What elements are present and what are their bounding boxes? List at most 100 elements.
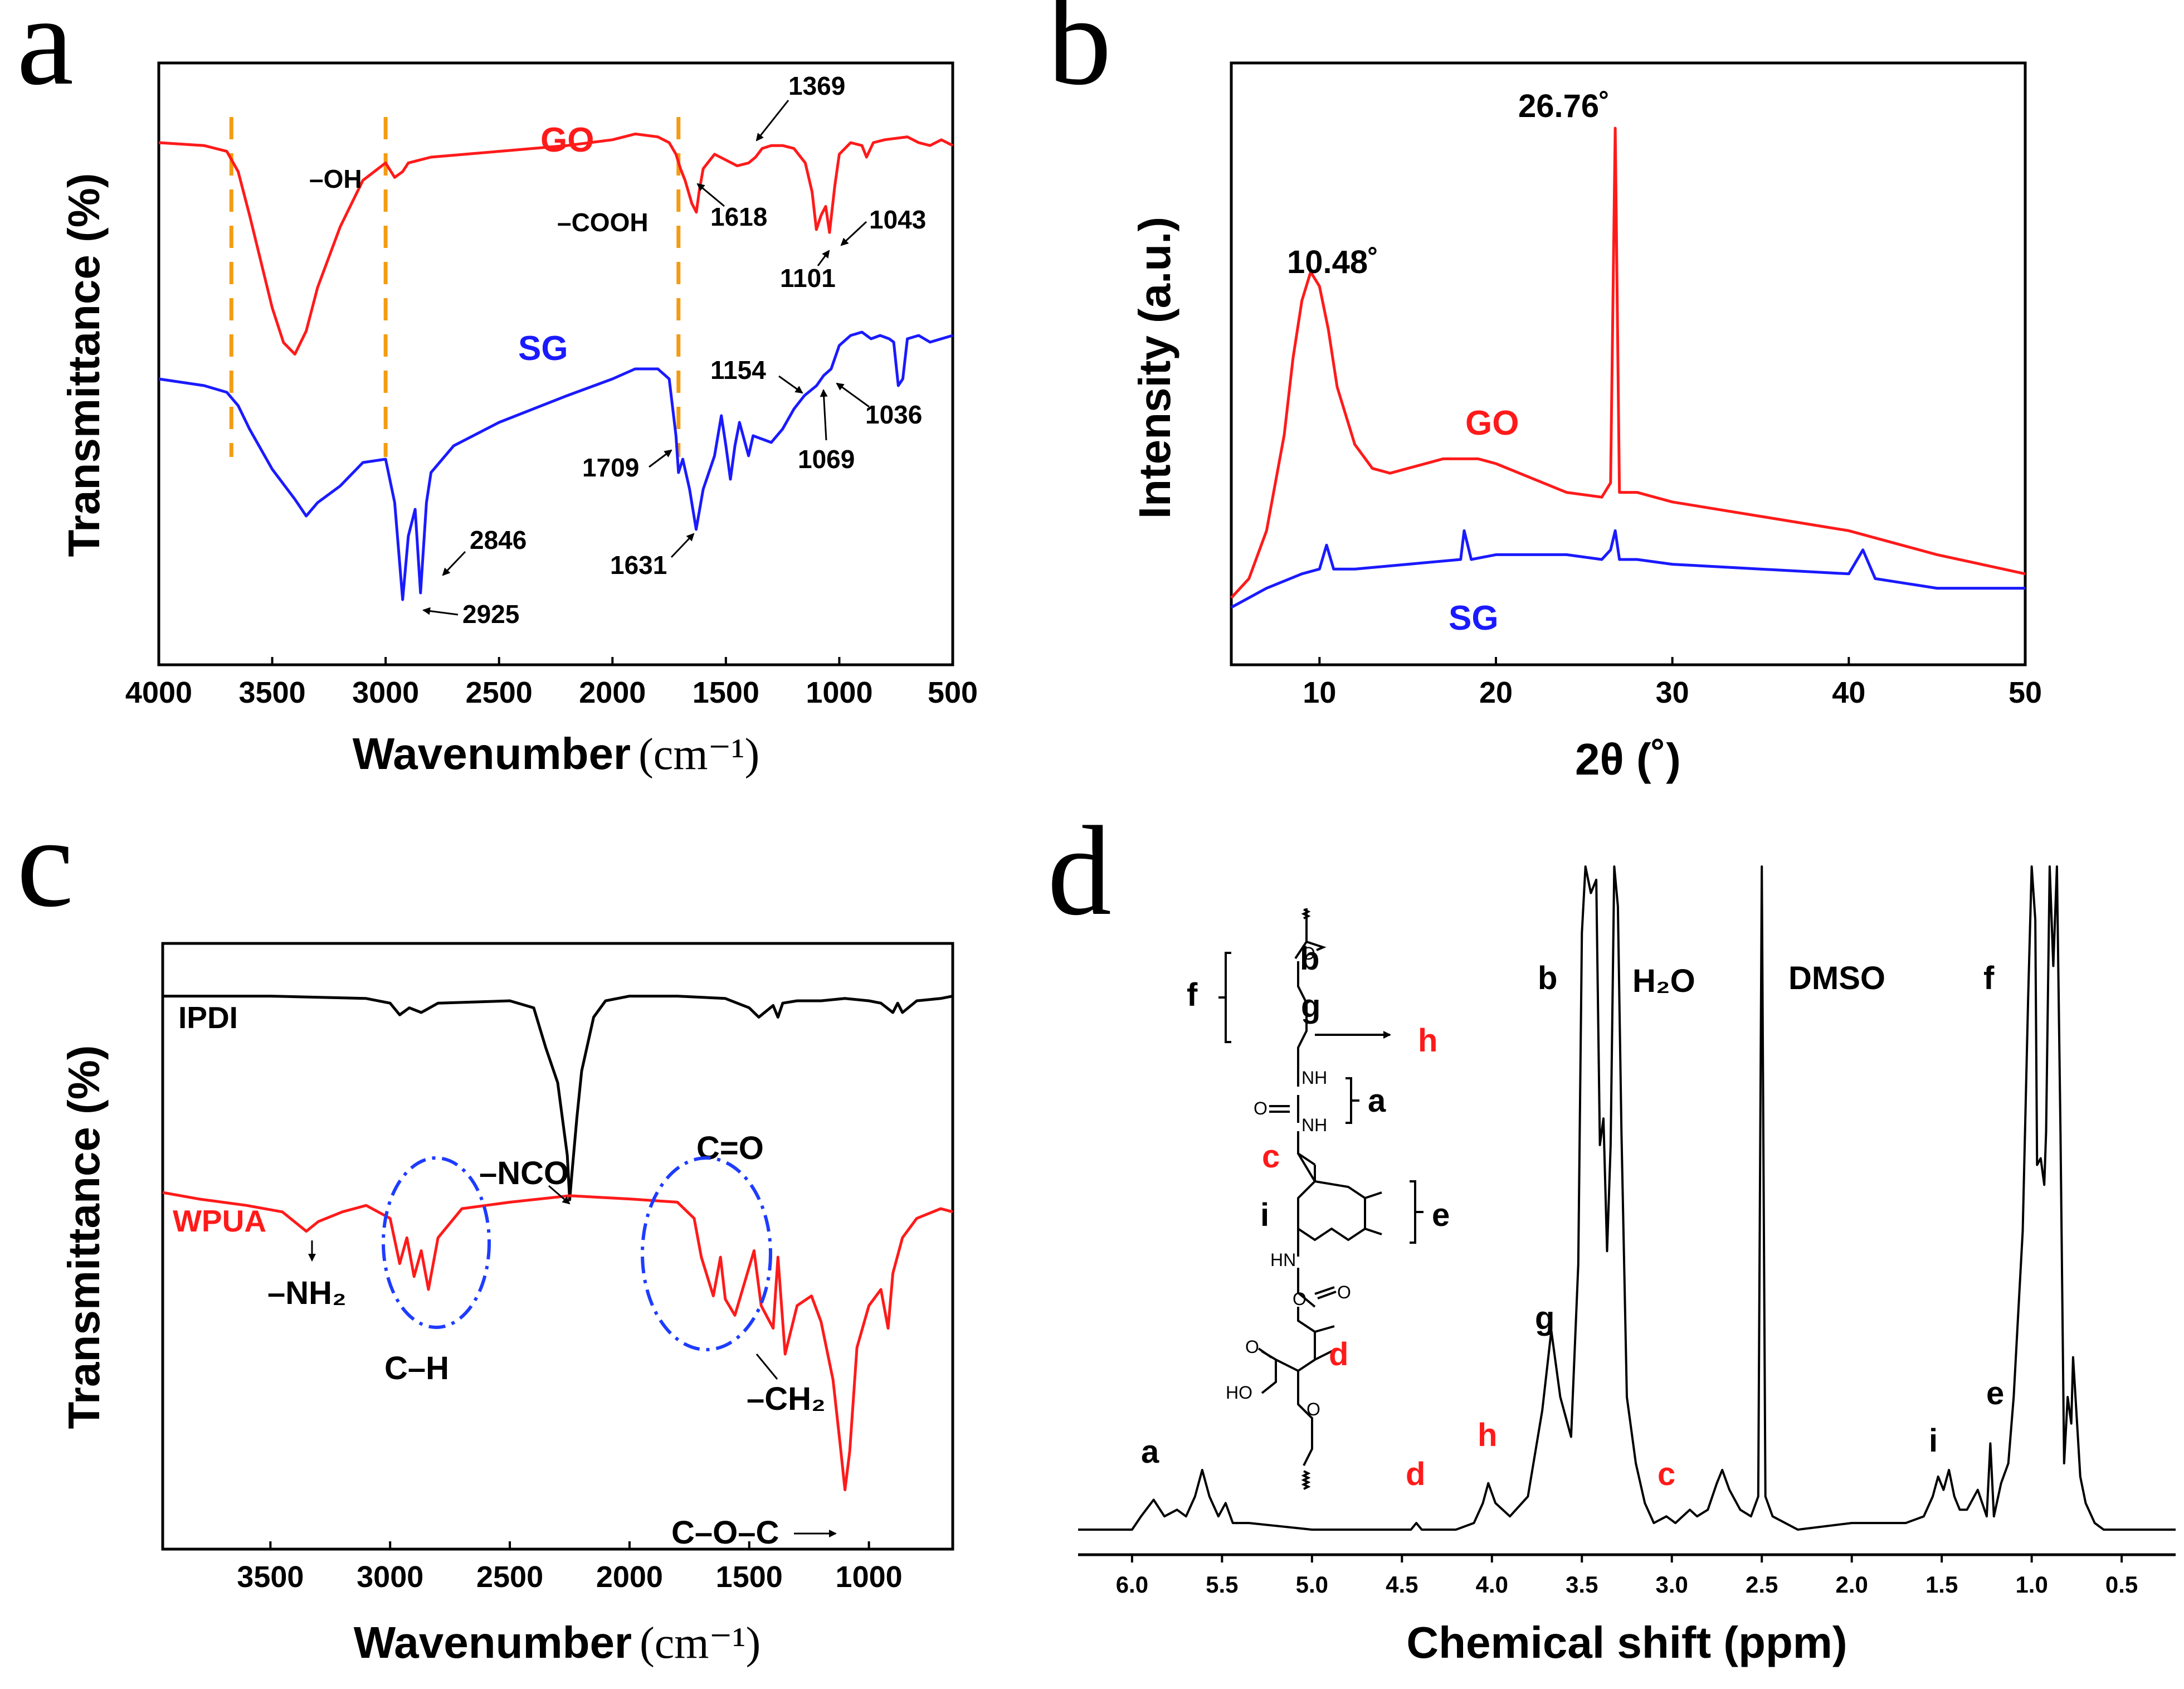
atom-nh-1: NH [1301,1068,1327,1088]
annot-1618: 1618 [710,202,767,231]
structure-label-b: b [1300,941,1319,977]
annot-10-48: 10.48˚ [1287,244,1378,280]
structure-label-h: h [1418,1023,1437,1059]
annot-1709-arrow [649,449,672,468]
annot-1069: 1069 [798,445,855,474]
peak-label-d: d [1406,1456,1425,1492]
series-line-wpua [162,1191,953,1492]
annot-nco-arrow [548,1185,571,1205]
x-tick-label: 2.5 [1746,1571,1778,1598]
structure-label-f: f [1187,977,1198,1013]
panel-letter-a: a [17,0,74,111]
panel-a-label-sg: SG [518,329,568,368]
panel-c-frame [161,942,954,1551]
x-tick-label: 500 [928,676,978,709]
series-line-sg [1230,529,2025,609]
panel-letter-d: d [1047,800,1112,942]
panel-b-frame [1230,61,2027,666]
x-tick-label: 40 [1832,676,1865,709]
peak-label-a: a [1141,1434,1159,1470]
atom-ho: HO [1226,1383,1252,1403]
annot-2846: 2846 [470,525,526,554]
atom-hn: HN [1270,1250,1296,1270]
series-line-sg [158,330,953,601]
annot-ch2-line [755,1354,778,1380]
panel-a: a 4000 3500 3000 2500 2000 1500 1000 500 Transm… [17,0,978,779]
annot-1369: 1369 [788,71,845,100]
panel-c: c 3500 3000 2500 2000 1500 1000 Transmittance… [17,791,954,1668]
annot-coc: C–O–C [671,1515,779,1551]
panel-c-label-ipdi: IPDI [178,1000,238,1035]
x-tick-label: 3500 [239,676,306,709]
x-tick-label: 3.0 [1656,1571,1688,1598]
annot-1101: 1101 [780,264,836,293]
annot-nh2: –NH₂ [267,1275,347,1311]
peak-label-b: b [1538,960,1557,996]
panel-letter-c: c [17,791,74,933]
annot-2925: 2925 [462,600,519,629]
x-tick-label: 1000 [806,676,872,709]
atom-o-carbonyl-2: O [1337,1282,1351,1302]
series-line-nmr [1078,865,2176,1531]
x-tick-label: 4000 [125,676,192,709]
atom-o-ether-1: O [1301,943,1315,963]
annot-co: C=O [696,1130,764,1166]
co-highlight-ellipse [641,1156,772,1351]
x-tick-label: 50 [2008,676,2042,709]
x-tick-label: 1500 [716,1560,783,1594]
annot-1043: 1043 [869,205,926,234]
panel-a-y-label: Transmittance (%) [59,173,109,557]
x-tick-label: 3.5 [1566,1571,1598,1598]
annot-oh: –OH [309,164,362,193]
panel-d-series [1078,865,2176,1531]
x-tick-label: 1500 [693,676,759,709]
solvent-label-dmso: DMSO [1788,960,1885,996]
panel-a-series [158,132,954,601]
annot-ch: C–H [384,1350,449,1386]
x-tick-label: 10 [1303,676,1336,709]
solvent-label-h2o: H₂O [1632,963,1695,999]
panel-b-label-sg: SG [1449,599,1499,637]
peak-label-i: i [1929,1423,1938,1459]
panel-a-x-label: Wavenumber (cm⁻¹) [353,729,760,779]
peak-label-e: e [1986,1375,2004,1411]
panel-d-x-label: Chemical shift (ppm) [1406,1618,1847,1667]
x-tick-label: 4.0 [1476,1571,1508,1598]
annot-1036-arrow [836,382,870,408]
panel-c-series [162,995,953,1492]
x-tick-label: 2000 [579,676,646,709]
atom-nh-2: NH [1301,1115,1327,1135]
annot-nco: –NCO [479,1155,569,1191]
x-tick-label: 4.5 [1386,1571,1418,1598]
series-line-go [158,132,954,356]
annot-2846-arrow [442,551,466,576]
annot-1036: 1036 [865,400,922,429]
x-tick-label: 20 [1479,676,1513,709]
annot-1631: 1631 [610,551,667,580]
annot-1631-arrow [670,533,695,558]
panel-b-x-ticks: 10 20 30 40 50 [1303,657,2042,709]
annot-ch2: –CH₂ [747,1381,826,1417]
series-line-ipdi [163,995,953,1201]
annot-1618-arrow [696,183,725,207]
peak-label-f: f [1983,960,1995,996]
peak-label-h: h [1478,1417,1497,1453]
x-tick-label: 5.5 [1206,1571,1238,1598]
x-tick-label: 3500 [237,1560,304,1594]
chemical-structure [1218,908,1424,1490]
panel-b-series [1230,126,2026,609]
annot-2925-arrow [422,607,459,616]
x-tick-label: 0.5 [2105,1571,2138,1598]
structure-label-g: g [1301,988,1320,1024]
annot-1154-arrow [778,375,803,394]
atom-o-ester: O [1293,1289,1306,1309]
panel-c-label-wpua: WPUA [173,1204,266,1238]
panel-b-x-label: 2θ (˚) [1575,734,1681,784]
structure-label-e: e [1432,1197,1450,1233]
panel-b: b 10 20 30 40 50 Intensity (a.u.) 2θ (˚) GO … [1047,0,2042,784]
panel-a-x-ticks: 4000 3500 3000 2500 2000 1500 1000 500 [125,657,978,709]
x-tick-label: 2000 [596,1560,663,1594]
atom-o-ether-2: O [1306,1399,1320,1419]
panel-a-frame [157,61,954,666]
structure-label-a: a [1368,1083,1386,1119]
